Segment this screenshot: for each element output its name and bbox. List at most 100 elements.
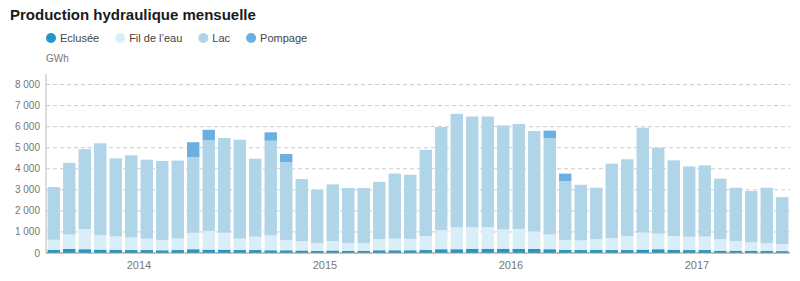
bar-segment	[342, 243, 354, 251]
bar-segment	[435, 127, 447, 128]
bar-segment	[63, 162, 75, 163]
bar-segment	[234, 140, 246, 239]
bar-segment	[668, 160, 680, 236]
bar-segment	[652, 234, 664, 250]
bar-segment	[172, 238, 184, 250]
bar-segment	[420, 236, 432, 250]
bar-segment	[513, 124, 525, 229]
bar-segment	[218, 138, 230, 233]
bar-segment	[451, 113, 463, 114]
bar-segment	[311, 243, 323, 251]
bar-segment	[451, 114, 463, 228]
bar-segment	[420, 150, 432, 236]
bar-segment	[699, 165, 711, 236]
x-axis-line	[46, 253, 790, 254]
bar-segment	[280, 240, 292, 250]
bar-segment	[730, 241, 742, 251]
legend-label: Pompage	[260, 32, 307, 44]
bar-segment	[637, 127, 649, 128]
grid	[46, 85, 790, 253]
bar-segment	[358, 243, 370, 251]
bar-segment	[575, 184, 587, 185]
bar-segment	[63, 163, 75, 235]
bar-segment	[668, 160, 680, 161]
x-tick-label: 2016	[499, 259, 523, 271]
bar-segment	[637, 128, 649, 233]
y-tick-label: 6 000	[15, 121, 40, 132]
x-tick-label: 2017	[685, 259, 709, 271]
bar-segment	[652, 249, 664, 253]
bar-segment	[63, 249, 75, 253]
bar-segment	[776, 244, 788, 251]
bar-segment	[513, 229, 525, 249]
bar-segment	[497, 125, 509, 126]
bar-segment	[141, 160, 153, 239]
bar-segment	[373, 182, 385, 239]
bar-segment	[435, 127, 447, 230]
bar-segment	[296, 241, 308, 250]
bar-segment	[575, 185, 587, 241]
bar-segment	[761, 188, 773, 244]
y-tick-label: 3 000	[15, 184, 40, 195]
legend-label: Fil de l’eau	[129, 32, 182, 44]
bar-segment	[265, 236, 277, 251]
bar-segment	[172, 161, 184, 239]
bar-segment	[544, 138, 556, 234]
bar-segment	[652, 147, 664, 148]
bar-segment	[187, 157, 199, 233]
bar-segment	[280, 154, 292, 162]
bar-segment	[528, 131, 540, 231]
bar-segment	[668, 236, 680, 250]
bar-segment	[590, 239, 602, 250]
x-tick-label: 2014	[127, 259, 151, 271]
bar-segment	[466, 249, 478, 253]
bar-segment	[94, 235, 106, 250]
bar-segment	[513, 123, 525, 124]
bar-segment	[544, 131, 556, 138]
bar-segment	[249, 158, 261, 159]
bar-segment	[79, 149, 91, 229]
bar-segment	[714, 239, 726, 250]
bar-segment	[265, 132, 277, 140]
bar-segment	[606, 164, 618, 239]
bar-segment	[48, 187, 60, 188]
bar-segment	[218, 138, 230, 139]
y-axis-line	[46, 74, 47, 253]
bar-segment	[637, 250, 649, 253]
bar-segment	[559, 181, 571, 240]
bar-segment	[451, 228, 463, 250]
bar-segment	[79, 229, 91, 249]
bar-segment	[513, 249, 525, 253]
bar-segment	[745, 242, 757, 250]
bar-segment	[156, 161, 168, 240]
bar-segment	[575, 240, 587, 250]
bar-segment	[544, 234, 556, 249]
bar-segment	[435, 249, 447, 253]
bar-segment	[249, 237, 261, 250]
bar-segment	[404, 239, 416, 250]
bar-segment	[528, 232, 540, 249]
bar-segment	[265, 141, 277, 236]
grid-line	[46, 105, 790, 106]
y-tick-label: 0	[34, 248, 40, 259]
legend: EcluséeFil de l’eauLacPompage	[46, 32, 307, 44]
bar-segment	[559, 174, 571, 181]
bar-segment	[156, 160, 168, 161]
bar-segment	[327, 241, 339, 250]
bar-segment	[404, 175, 416, 239]
bar-segment	[420, 149, 432, 150]
bar-segment	[218, 250, 230, 253]
bar-segment	[141, 159, 153, 160]
bar-segment	[311, 190, 323, 244]
bar-segment	[94, 143, 106, 235]
bar-segment	[125, 155, 137, 156]
bar-segment	[482, 116, 494, 117]
legend-marker	[46, 33, 56, 43]
bar-segment	[621, 236, 633, 250]
bar-segment	[203, 140, 215, 231]
bar-segment	[63, 234, 75, 248]
bar-segment	[606, 238, 618, 250]
legend-label: Eclusée	[60, 32, 99, 44]
bar-segment	[203, 231, 215, 250]
bar-segment	[358, 188, 370, 243]
